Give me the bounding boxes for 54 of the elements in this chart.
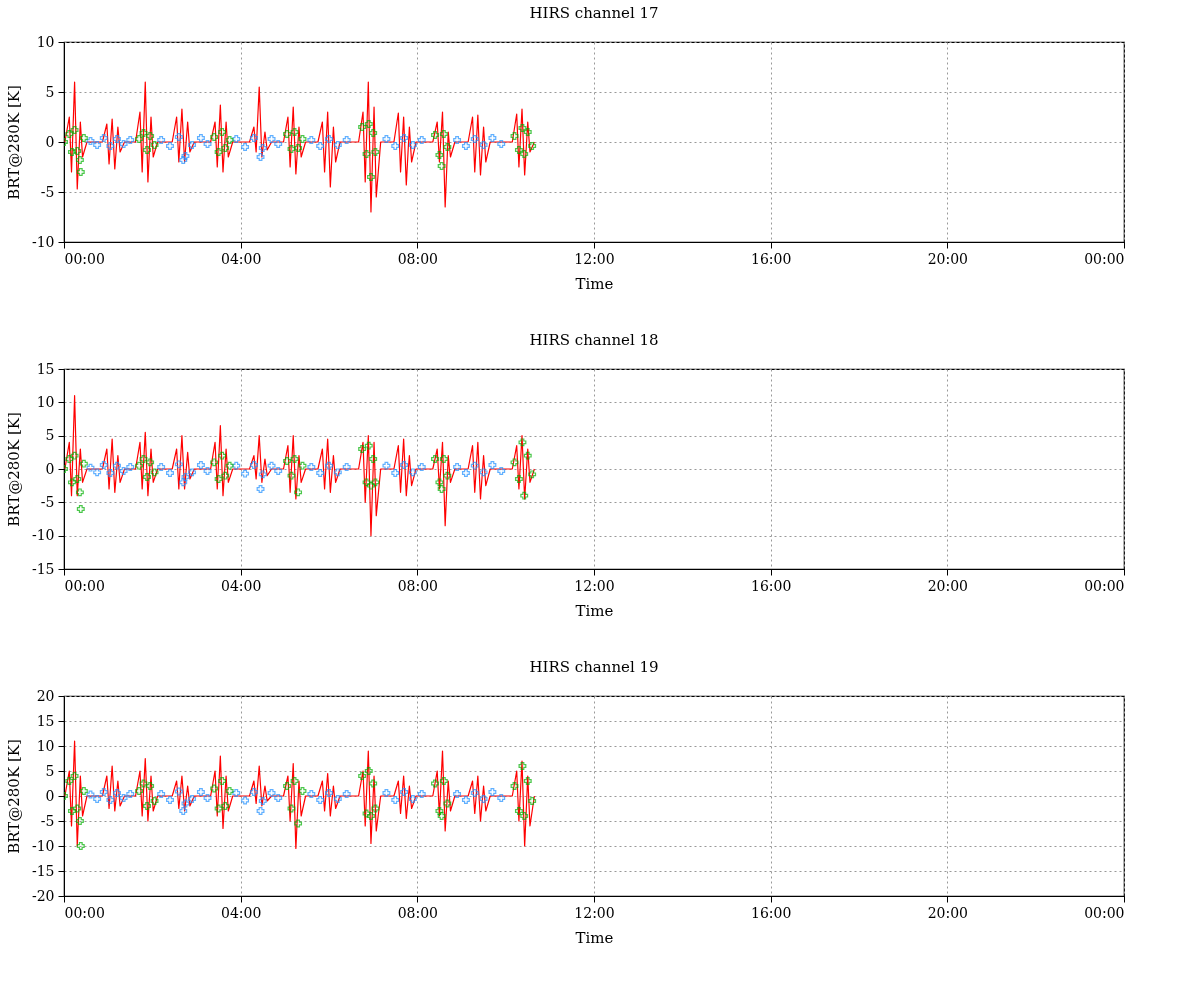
line-series — [64, 740, 535, 850]
x-tick-label: 00:00 — [64, 577, 105, 594]
y-tick-label: -15 — [31, 862, 55, 879]
x-tick-label: 04:00 — [220, 250, 262, 267]
x-tick-label: 20:00 — [927, 904, 969, 921]
y-tick-label: 20 — [36, 687, 55, 704]
x-tick-label: 08:00 — [397, 250, 439, 267]
y-tick-label: 0 — [45, 460, 55, 477]
y-tick-label: -5 — [40, 183, 55, 200]
line-series — [64, 395, 535, 537]
y-tick-label: 0 — [45, 787, 55, 804]
y-tick-label: 5 — [45, 762, 55, 779]
x-axis-title: Time — [575, 274, 614, 293]
y-tick-label: 0 — [45, 133, 55, 150]
x-tick-label: 04:00 — [220, 577, 262, 594]
y-axis-title: BRT@280K [K] — [4, 739, 23, 854]
y-tick-label: -10 — [31, 233, 55, 250]
x-tick-label: 16:00 — [750, 250, 792, 267]
y-tick-label: 15 — [36, 360, 55, 377]
x-tick-label: 00:00 — [64, 904, 105, 921]
y-tick-label: -10 — [31, 837, 55, 854]
y-tick-label: -5 — [40, 812, 55, 829]
x-tick-label: 00:00 — [1084, 250, 1125, 267]
x-tick-label: 00:00 — [1084, 577, 1125, 594]
x-tick-label: 12:00 — [574, 250, 615, 267]
x-tick-label: 04:00 — [220, 904, 262, 921]
chart-title: HIRS channel 17 — [529, 4, 659, 22]
y-axis-title: BRT@280K [K] — [4, 412, 23, 527]
x-tick-label: 00:00 — [1084, 904, 1125, 921]
y-tick-label: 10 — [36, 737, 55, 754]
y-axis-title: BRT@280K [K] — [4, 85, 23, 200]
x-tick-label: 12:00 — [574, 577, 615, 594]
x-axis-title: Time — [575, 601, 614, 620]
y-tick-label: 5 — [45, 427, 55, 444]
line-series — [64, 81, 535, 213]
x-tick-label: 16:00 — [750, 577, 792, 594]
x-tick-label: 20:00 — [927, 250, 969, 267]
y-tick-label: -10 — [31, 527, 55, 544]
x-tick-label: 08:00 — [397, 577, 439, 594]
x-tick-label: 20:00 — [927, 577, 969, 594]
y-tick-label: 10 — [36, 393, 55, 410]
x-tick-label: 00:00 — [64, 250, 105, 267]
chart-title: HIRS channel 18 — [529, 331, 659, 349]
y-tick-label: -20 — [31, 887, 55, 904]
y-tick-label: 15 — [36, 712, 55, 729]
y-tick-label: 10 — [36, 33, 55, 50]
y-tick-label: -15 — [31, 560, 55, 577]
x-tick-label: 08:00 — [397, 904, 439, 921]
y-tick-label: -5 — [40, 493, 55, 510]
chart-title: HIRS channel 19 — [529, 658, 659, 676]
y-tick-label: 5 — [45, 83, 55, 100]
x-tick-label: 16:00 — [750, 904, 792, 921]
x-tick-label: 12:00 — [574, 904, 615, 921]
x-axis-title: Time — [575, 928, 614, 947]
